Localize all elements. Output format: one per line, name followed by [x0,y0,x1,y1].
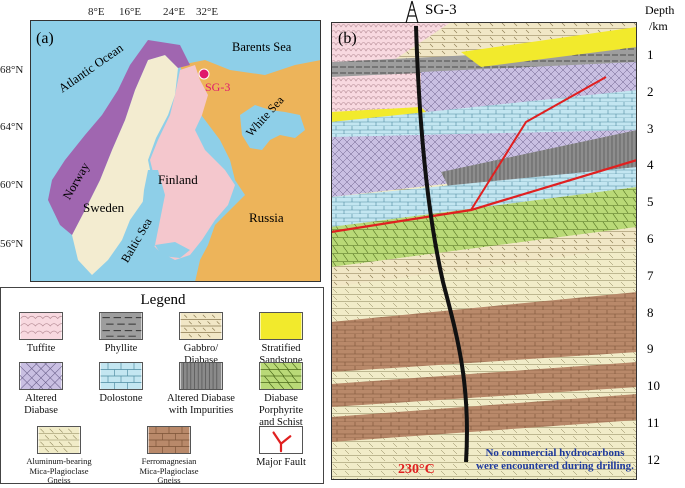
sandstone-swatch [259,312,303,340]
depth-tick-11: 11 [647,415,660,430]
layer-gabbro-2 [331,227,637,287]
layer-ferro-gneiss-3 [331,394,637,442]
map-panel-label: (a) [36,30,54,47]
scandinavia-map [30,20,321,282]
layer-tuffite-1 [331,22,451,67]
section-border [331,22,637,480]
depth-tick-4: 4 [647,157,654,173]
porphyrite-swatch [259,362,303,390]
lat-tick-64: 64°N [0,121,24,133]
label-sg3: SG-3 [205,80,231,94]
legend-label-porphyrite: Diabase Porphyrite and Schist [258,393,304,428]
depth-tick-10: 10 [647,378,660,394]
legend-item-dolostone: Dolostone [81,362,161,405]
lat-tick-68: 68°N [0,64,24,76]
label-barents-sea: Barents Sea [232,40,292,54]
legend-label-tuffite: Tuffite [26,343,56,354]
well-name-label: SG-3 [425,2,457,18]
depth-tick-6: 6 [647,231,654,246]
dolostone-swatch [99,362,143,390]
legend-item-porphyrite: Diabase Porphyrite and Schist [241,362,321,429]
label-finland: Finland [158,172,198,187]
lon-tick-24: 24°E [163,6,186,18]
legend-item-gabbro: Gabbro/Diabase [161,312,241,367]
layer-porphyrite [331,187,637,267]
depth-tick-8: 8 [647,304,654,320]
layer-ferro-gneiss-1 [331,292,637,372]
impure-swatch [179,362,223,390]
label-sweden: Sweden [83,200,125,215]
legend-label-fault: Major Fault [256,457,306,468]
depth-axis-title: Depth /km [645,2,674,34]
legend-label-phyllite: Phyllite [104,343,138,354]
fault-swatch [259,426,303,454]
depth-tick-2: 2 [647,83,654,99]
major-fault-2 [470,76,607,211]
norway-region [48,40,190,235]
drill-rig-icon [405,0,419,24]
alu-gneiss-swatch [37,426,81,454]
depth-tick-12: 12 [647,451,660,467]
depth-tick-3: 3 [647,120,654,136]
legend-box: Legend Tuffite Phyllite Gabbro/Diabase S… [0,287,324,486]
gulf-of-finland [155,242,190,258]
legend-item-tuffite: Tuffite [1,312,81,355]
legend-label-dolostone: Dolostone [99,393,143,404]
altered-diabase-swatch [19,362,63,390]
lon-tick-32: 32°E [196,6,219,18]
legend-label-altered-diabase: Altered Diabase [24,393,58,416]
note-line-1: No commercial hydrocarbons [485,447,625,459]
gabbro-swatch [179,312,223,340]
layer-tuffite-2 [331,72,441,112]
label-russia: Russia [249,210,284,225]
borehole-trajectory [414,25,469,463]
layer-altered-diabase-1 [421,62,637,117]
note-line-2: were encountered during drilling. [476,460,634,472]
depth-tick-7: 7 [647,267,654,283]
tuffite-swatch [19,312,63,340]
no-hydrocarbon-note: No commercial hydrocarbons were encounte… [476,447,634,473]
lat-tick-60: 60°N [0,179,24,191]
sweden-region [72,55,178,275]
legend-label-impure: Altered Diabase with Impurities [167,393,235,416]
lon-tick-16: 16°E [119,6,142,18]
baltic-sea [115,170,165,282]
legend-item-fault: Major Fault [239,426,323,469]
legend-item-ferro-gneiss: Ferromagnesian Mica-Plagioclase Gneiss [119,426,219,486]
borehole-section [331,22,637,480]
legend-label-alu-gneiss: Aluminum-bearing Mica-Plagioclase Gneiss [26,456,92,485]
legend-item-phyllite: Phyllite [81,312,161,355]
legend-title: Legend [140,292,186,308]
legend-item-sandstone: Stratified Sandstone [241,312,321,367]
legend-label-gabbro: Gabbro/Diabase [183,343,219,366]
legend-item-altered-diabase: Altered Diabase [1,362,81,417]
section-panel-label: (b) [338,30,357,47]
layer-sandstone-1 [461,27,637,67]
ferro-gneiss-swatch [147,426,191,454]
sg3-well-marker [198,68,210,80]
lat-tick-56: 56°N [0,238,24,250]
depth-tick-9: 9 [647,341,654,357]
depth-tick-5: 5 [647,194,654,210]
temperature-label: 230°C [398,462,435,477]
lon-tick-8: 8°E [88,6,105,18]
depth-title-line2: /km [649,19,668,33]
legend-item-alu-gneiss: Aluminum-bearing Mica-Plagioclase Gneiss [9,426,109,486]
white-sea [240,105,305,150]
depth-tick-1: 1 [647,47,654,62]
layer-ferro-gneiss-2 [331,362,637,407]
finland-region [150,65,235,260]
map-border [30,20,321,282]
legend-label-ferro-gneiss: Ferromagnesian Mica-Plagioclase Gneiss [139,456,199,485]
legend-item-impure: Altered Diabase with Impurities [161,362,241,417]
depth-title-line1: Depth [645,3,675,17]
legend-label-sandstone: Stratified Sandstone [259,343,303,366]
phyllite-swatch [99,312,143,340]
